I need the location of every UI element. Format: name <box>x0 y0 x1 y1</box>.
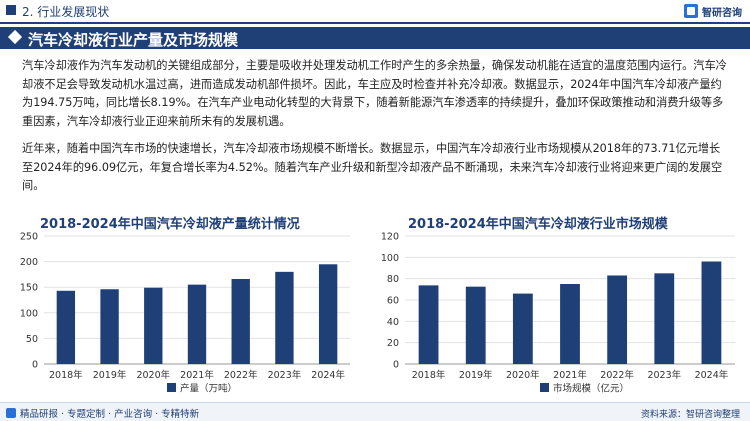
x-tick-label: 2021年 <box>180 369 214 381</box>
bar <box>144 287 163 364</box>
y-tick-label: 200 <box>20 257 38 268</box>
y-tick-label: 150 <box>20 283 38 294</box>
bar <box>701 261 722 364</box>
brand-logo: 智研咨询 <box>684 2 742 20</box>
bar <box>560 284 580 364</box>
bar <box>56 290 76 364</box>
x-tick-label: 2019年 <box>93 369 127 381</box>
chart-1-title: 2018-2024年中国汽车冷却液产量统计情况 <box>40 217 300 232</box>
x-tick-label: 2019年 <box>459 369 493 381</box>
x-tick-label: 2021年 <box>553 369 587 381</box>
top-bar: 2. 行业发展现状 智研咨询 <box>0 0 750 24</box>
paragraph-2: 近年来，随着中国汽车市场的快速增长，汽车冷却液市场规模不断增长。数据显示，中国汽… <box>22 142 723 192</box>
y-tick-label: 60 <box>387 296 399 307</box>
production-bar-chart: 0 50 100 150 200 250 2018年 2019年 2020年 2021年 2022年… <box>20 232 350 395</box>
y-tick-label: 0 <box>32 360 38 371</box>
y-tick-label: 0 <box>393 360 399 371</box>
paragraph-1: 汽车冷却液作为汽车发动机的关键组成部分，主要是吸收并处理发动机工作时产生的多余热… <box>22 59 727 128</box>
x-tick-label: 2022年 <box>224 369 258 381</box>
market-size-bar-chart: 0 20 40 60 80 100 120 2018年 2019年 2020年 2021年 2022年… <box>381 232 735 395</box>
bar <box>275 271 294 364</box>
bar <box>187 284 207 364</box>
chart-2-title: 2018-2024年中国汽车冷却液行业市场规模 <box>408 217 668 232</box>
footer-logo-icon <box>6 408 16 418</box>
brand-name: 智研咨询 <box>702 7 742 19</box>
footer-tagline-group: 精品研报 · 专题定制 · 产业咨询 · 专精特新 <box>6 406 199 420</box>
diamond-icon <box>7 29 23 45</box>
y-tick-label: 120 <box>381 232 399 243</box>
y-tick-label: 50 <box>26 334 38 345</box>
x-tick-label: 2018年 <box>49 369 83 381</box>
legend-label: 市场规模（亿元） <box>553 383 629 395</box>
y-tick-label: 100 <box>381 253 399 264</box>
bar <box>512 293 533 364</box>
bar <box>418 285 439 364</box>
legend-swatch <box>167 383 176 392</box>
y-tick-label: 20 <box>387 338 399 349</box>
footer: 精品研报 · 专题定制 · 产业咨询 · 专精特新 资料来源：智研咨询整理 <box>0 402 750 421</box>
section-marker-icon <box>6 5 16 15</box>
bar <box>318 264 338 364</box>
bar <box>465 286 486 364</box>
x-tick-label: 2020年 <box>506 369 540 381</box>
section-label: 2. 行业发展现状 <box>22 5 110 19</box>
x-tick-label: 2023年 <box>647 369 681 381</box>
bar <box>607 275 628 364</box>
y-tick-label: 40 <box>387 317 399 328</box>
source-note: 资料来源：智研咨询整理 <box>640 410 740 420</box>
x-tick-label: 2020年 <box>136 369 170 381</box>
y-tick-label: 80 <box>387 274 399 285</box>
brand-logo-icon <box>684 4 698 18</box>
x-tick-label: 2023年 <box>268 369 302 381</box>
x-tick-label: 2022年 <box>600 369 634 381</box>
x-tick-label: 2024年 <box>695 369 729 381</box>
y-tick-label: 250 <box>20 232 38 243</box>
y-tick-label: 100 <box>20 308 38 319</box>
x-tick-label: 2018年 <box>412 369 446 381</box>
legend-swatch <box>540 383 549 392</box>
legend-label: 产量（万吨） <box>180 383 237 395</box>
x-tick-label: 2024年 <box>311 369 345 381</box>
title-bar: 汽车冷却液行业产量及市场规模 <box>0 27 750 49</box>
bar <box>100 289 119 364</box>
bar <box>231 279 250 364</box>
page-title: 汽车冷却液行业产量及市场规模 <box>28 31 239 49</box>
bar <box>654 273 675 364</box>
footer-tagline: 精品研报 · 专题定制 · 产业咨询 · 专精特新 <box>20 409 200 420</box>
